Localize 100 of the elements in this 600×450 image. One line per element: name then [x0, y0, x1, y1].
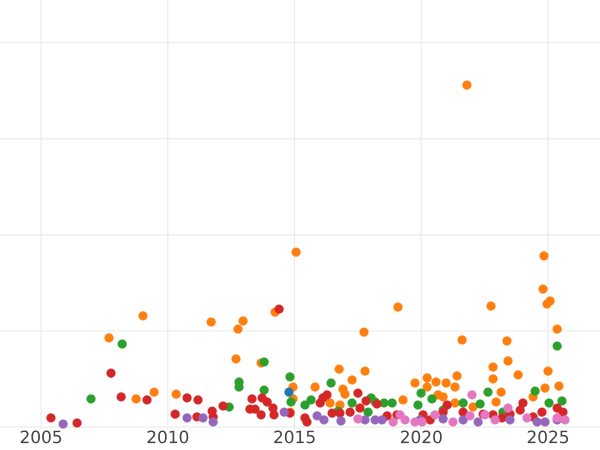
x-tick-label: 2020	[400, 430, 442, 444]
point	[106, 368, 116, 378]
point	[438, 414, 448, 424]
point	[422, 373, 432, 383]
x-tick-label: 2015	[274, 430, 315, 444]
point	[431, 377, 441, 387]
point	[491, 397, 501, 407]
point	[448, 417, 458, 427]
point	[430, 410, 440, 420]
point	[468, 402, 478, 412]
point	[256, 410, 266, 420]
point	[452, 371, 462, 380]
point	[291, 248, 301, 257]
point	[260, 386, 269, 395]
point	[193, 395, 203, 405]
point	[285, 372, 295, 382]
point	[552, 413, 562, 422]
point	[138, 311, 148, 320]
point	[532, 417, 542, 427]
point	[530, 386, 540, 396]
point	[306, 395, 316, 405]
point	[505, 415, 515, 425]
point	[537, 408, 547, 417]
point	[233, 324, 243, 334]
point	[353, 388, 363, 398]
point	[503, 356, 513, 366]
point	[416, 388, 426, 398]
point	[377, 415, 387, 425]
x-tick-label: 2005	[20, 430, 62, 444]
point	[340, 390, 350, 399]
point	[514, 370, 523, 380]
point	[496, 388, 506, 397]
point	[462, 80, 472, 90]
point	[540, 383, 550, 393]
point	[388, 417, 398, 427]
point	[545, 296, 555, 306]
point	[438, 392, 448, 402]
point	[543, 366, 553, 376]
point	[552, 341, 562, 351]
point	[327, 408, 337, 418]
point	[206, 317, 216, 327]
point	[488, 374, 498, 384]
point	[269, 410, 279, 420]
point	[274, 304, 284, 314]
point	[467, 390, 477, 400]
point	[518, 398, 528, 408]
point	[238, 316, 248, 326]
point	[262, 397, 272, 407]
point	[218, 401, 228, 411]
point	[322, 390, 332, 400]
point	[558, 408, 568, 417]
point	[450, 398, 460, 408]
point	[552, 324, 562, 334]
point	[58, 419, 68, 429]
point	[359, 328, 369, 337]
point	[72, 418, 82, 428]
point	[458, 335, 467, 345]
point	[300, 400, 310, 410]
point	[361, 396, 371, 406]
point	[398, 395, 408, 405]
point	[172, 390, 181, 399]
point	[198, 413, 208, 422]
point	[427, 394, 437, 404]
point	[150, 388, 159, 397]
point	[247, 394, 257, 404]
point	[516, 406, 525, 415]
point	[450, 382, 460, 392]
point	[476, 399, 485, 409]
point	[486, 301, 496, 311]
point	[442, 378, 451, 388]
point	[422, 382, 432, 392]
point	[326, 378, 336, 388]
point	[347, 398, 357, 408]
point	[345, 408, 355, 417]
point	[393, 302, 403, 312]
x-tick-label: 2010	[147, 430, 188, 444]
point	[544, 398, 554, 408]
point	[388, 398, 397, 408]
point	[538, 284, 548, 294]
point	[503, 403, 513, 413]
point	[458, 415, 468, 425]
point	[104, 333, 114, 343]
point	[490, 415, 500, 425]
point	[316, 398, 325, 408]
point	[540, 417, 550, 427]
point	[284, 388, 294, 397]
point	[483, 388, 493, 397]
point	[413, 400, 423, 410]
point	[336, 416, 346, 426]
point	[442, 400, 452, 410]
point	[355, 403, 365, 413]
point	[488, 362, 498, 372]
point	[554, 381, 564, 391]
point	[142, 395, 152, 405]
point	[502, 336, 512, 346]
point	[319, 415, 329, 425]
point	[260, 357, 269, 367]
point	[522, 413, 532, 422]
point	[353, 414, 363, 424]
point	[400, 415, 410, 425]
